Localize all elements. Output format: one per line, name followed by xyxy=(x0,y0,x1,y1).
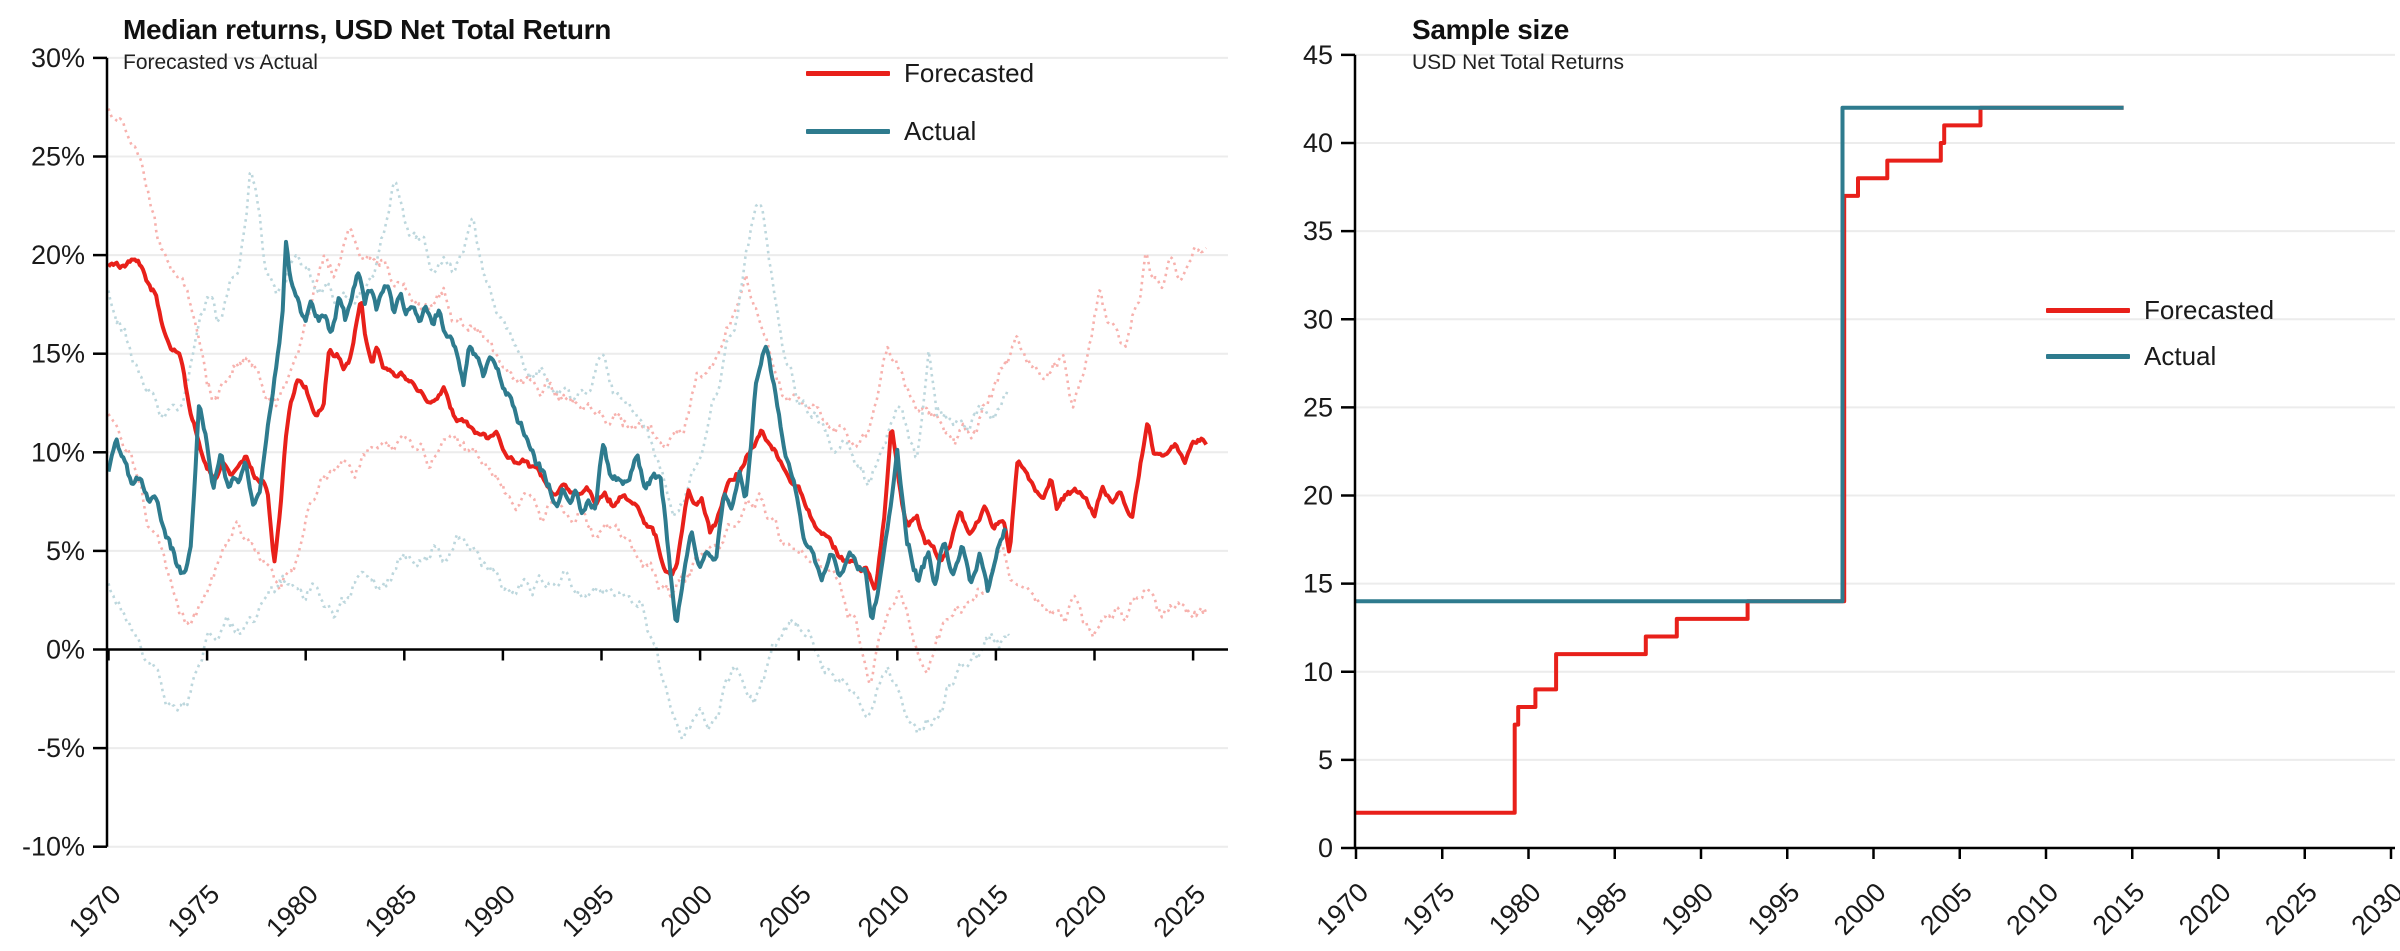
forecasted-line-swatch xyxy=(2046,307,2130,313)
left-chart-legend: Forecasted Actual xyxy=(806,57,1034,147)
x-tick-label: 1970 xyxy=(63,879,127,943)
x-tick-label: 2030 xyxy=(2346,877,2400,941)
y-tick-label: 30 xyxy=(1303,304,1333,334)
series-line-forecasted xyxy=(1356,105,2124,815)
y-tick-label: 20% xyxy=(31,240,85,270)
x-tick-label: 2010 xyxy=(852,879,916,943)
series-line-forecasted xyxy=(106,257,1208,591)
right-chart-subtitle: USD Net Total Returns xyxy=(1412,51,1625,74)
x-tick-label: 1990 xyxy=(457,879,521,943)
legend-label: Forecasted xyxy=(2144,294,2275,325)
y-tick-label: 20 xyxy=(1303,481,1333,511)
y-tick-label: 15% xyxy=(31,339,85,369)
series-line-actual xyxy=(1356,105,2124,604)
x-tick-label: 2025 xyxy=(1148,879,1212,943)
chart-median_returns: 30% 25% 20% 15% 10% 5% 0% -5% -10% 1970 1975 1980 19… xyxy=(22,43,1228,943)
x-tick-label: 2005 xyxy=(1914,877,1978,941)
y-tick-label: 25 xyxy=(1303,392,1333,422)
x-tick-label: 2025 xyxy=(2259,877,2323,941)
x-tick-label: 1995 xyxy=(1742,877,1806,941)
legend-label: Actual xyxy=(2144,340,2217,371)
y-tick-label: 5 xyxy=(1318,745,1333,775)
y-tick-label: 0% xyxy=(46,635,85,665)
right-chart-legend: Forecasted Actual xyxy=(2046,294,2274,372)
series-line-actual xyxy=(106,239,1008,623)
legend-label: Forecasted xyxy=(904,57,1035,88)
legend-item-forecasted: Forecasted xyxy=(806,57,1034,89)
y-tick-label: 40 xyxy=(1303,128,1333,158)
y-tick-label: 0 xyxy=(1318,833,1333,863)
y-tick-label: 25% xyxy=(31,142,85,172)
x-tick-label: 1990 xyxy=(1656,877,1720,941)
y-tick-label: -10% xyxy=(22,832,85,862)
series-line-actual-band-upper xyxy=(107,170,1011,518)
x-tick-label: 1985 xyxy=(359,879,423,943)
x-tick-label: 2015 xyxy=(2087,877,2151,941)
actual-line-swatch xyxy=(2046,353,2130,359)
x-tick-label: 2005 xyxy=(753,879,817,943)
x-tick-label: 2020 xyxy=(2173,877,2237,941)
legend-label: Actual xyxy=(904,115,977,146)
x-tick-label: 2010 xyxy=(2001,877,2065,941)
right-chart-title: Sample size xyxy=(1412,14,1570,45)
x-tick-label: 2000 xyxy=(1828,877,1892,941)
actual-line-swatch xyxy=(806,128,890,134)
legend-item-forecasted: Forecasted xyxy=(2046,294,2274,326)
series-line-forecasted-band-upper xyxy=(107,108,1208,449)
x-tick-label: 1975 xyxy=(162,879,226,943)
series-line-forecasted-band-lower xyxy=(107,413,1208,685)
y-tick-label: 35 xyxy=(1303,216,1333,246)
x-tick-label: 2000 xyxy=(655,879,719,943)
left-chart-subtitle: Forecasted vs Actual xyxy=(123,51,318,74)
legend-item-actual: Actual xyxy=(806,115,1034,147)
y-tick-label: 5% xyxy=(46,536,85,566)
legend-item-actual: Actual xyxy=(2046,340,2274,372)
x-tick-label: 1995 xyxy=(556,879,620,943)
y-tick-label: 30% xyxy=(31,43,85,73)
y-tick-label: -5% xyxy=(37,733,85,763)
x-tick-label: 1970 xyxy=(1311,877,1375,941)
x-tick-label: 1985 xyxy=(1569,877,1633,941)
x-tick-label: 1975 xyxy=(1397,877,1461,941)
x-tick-label: 2020 xyxy=(1049,879,1113,943)
y-tick-label: 10 xyxy=(1303,657,1333,687)
left-chart-title: Median returns, USD Net Total Return xyxy=(123,14,612,45)
x-tick-label: 2015 xyxy=(950,879,1014,943)
forecasted-line-swatch xyxy=(806,70,890,76)
x-tick-label: 1980 xyxy=(260,879,324,943)
y-tick-label: 10% xyxy=(31,437,85,467)
x-tick-label: 1980 xyxy=(1483,877,1547,941)
y-tick-label: 15 xyxy=(1303,569,1333,599)
y-tick-label: 45 xyxy=(1303,40,1333,70)
series-line-actual-band-lower xyxy=(107,533,1011,741)
